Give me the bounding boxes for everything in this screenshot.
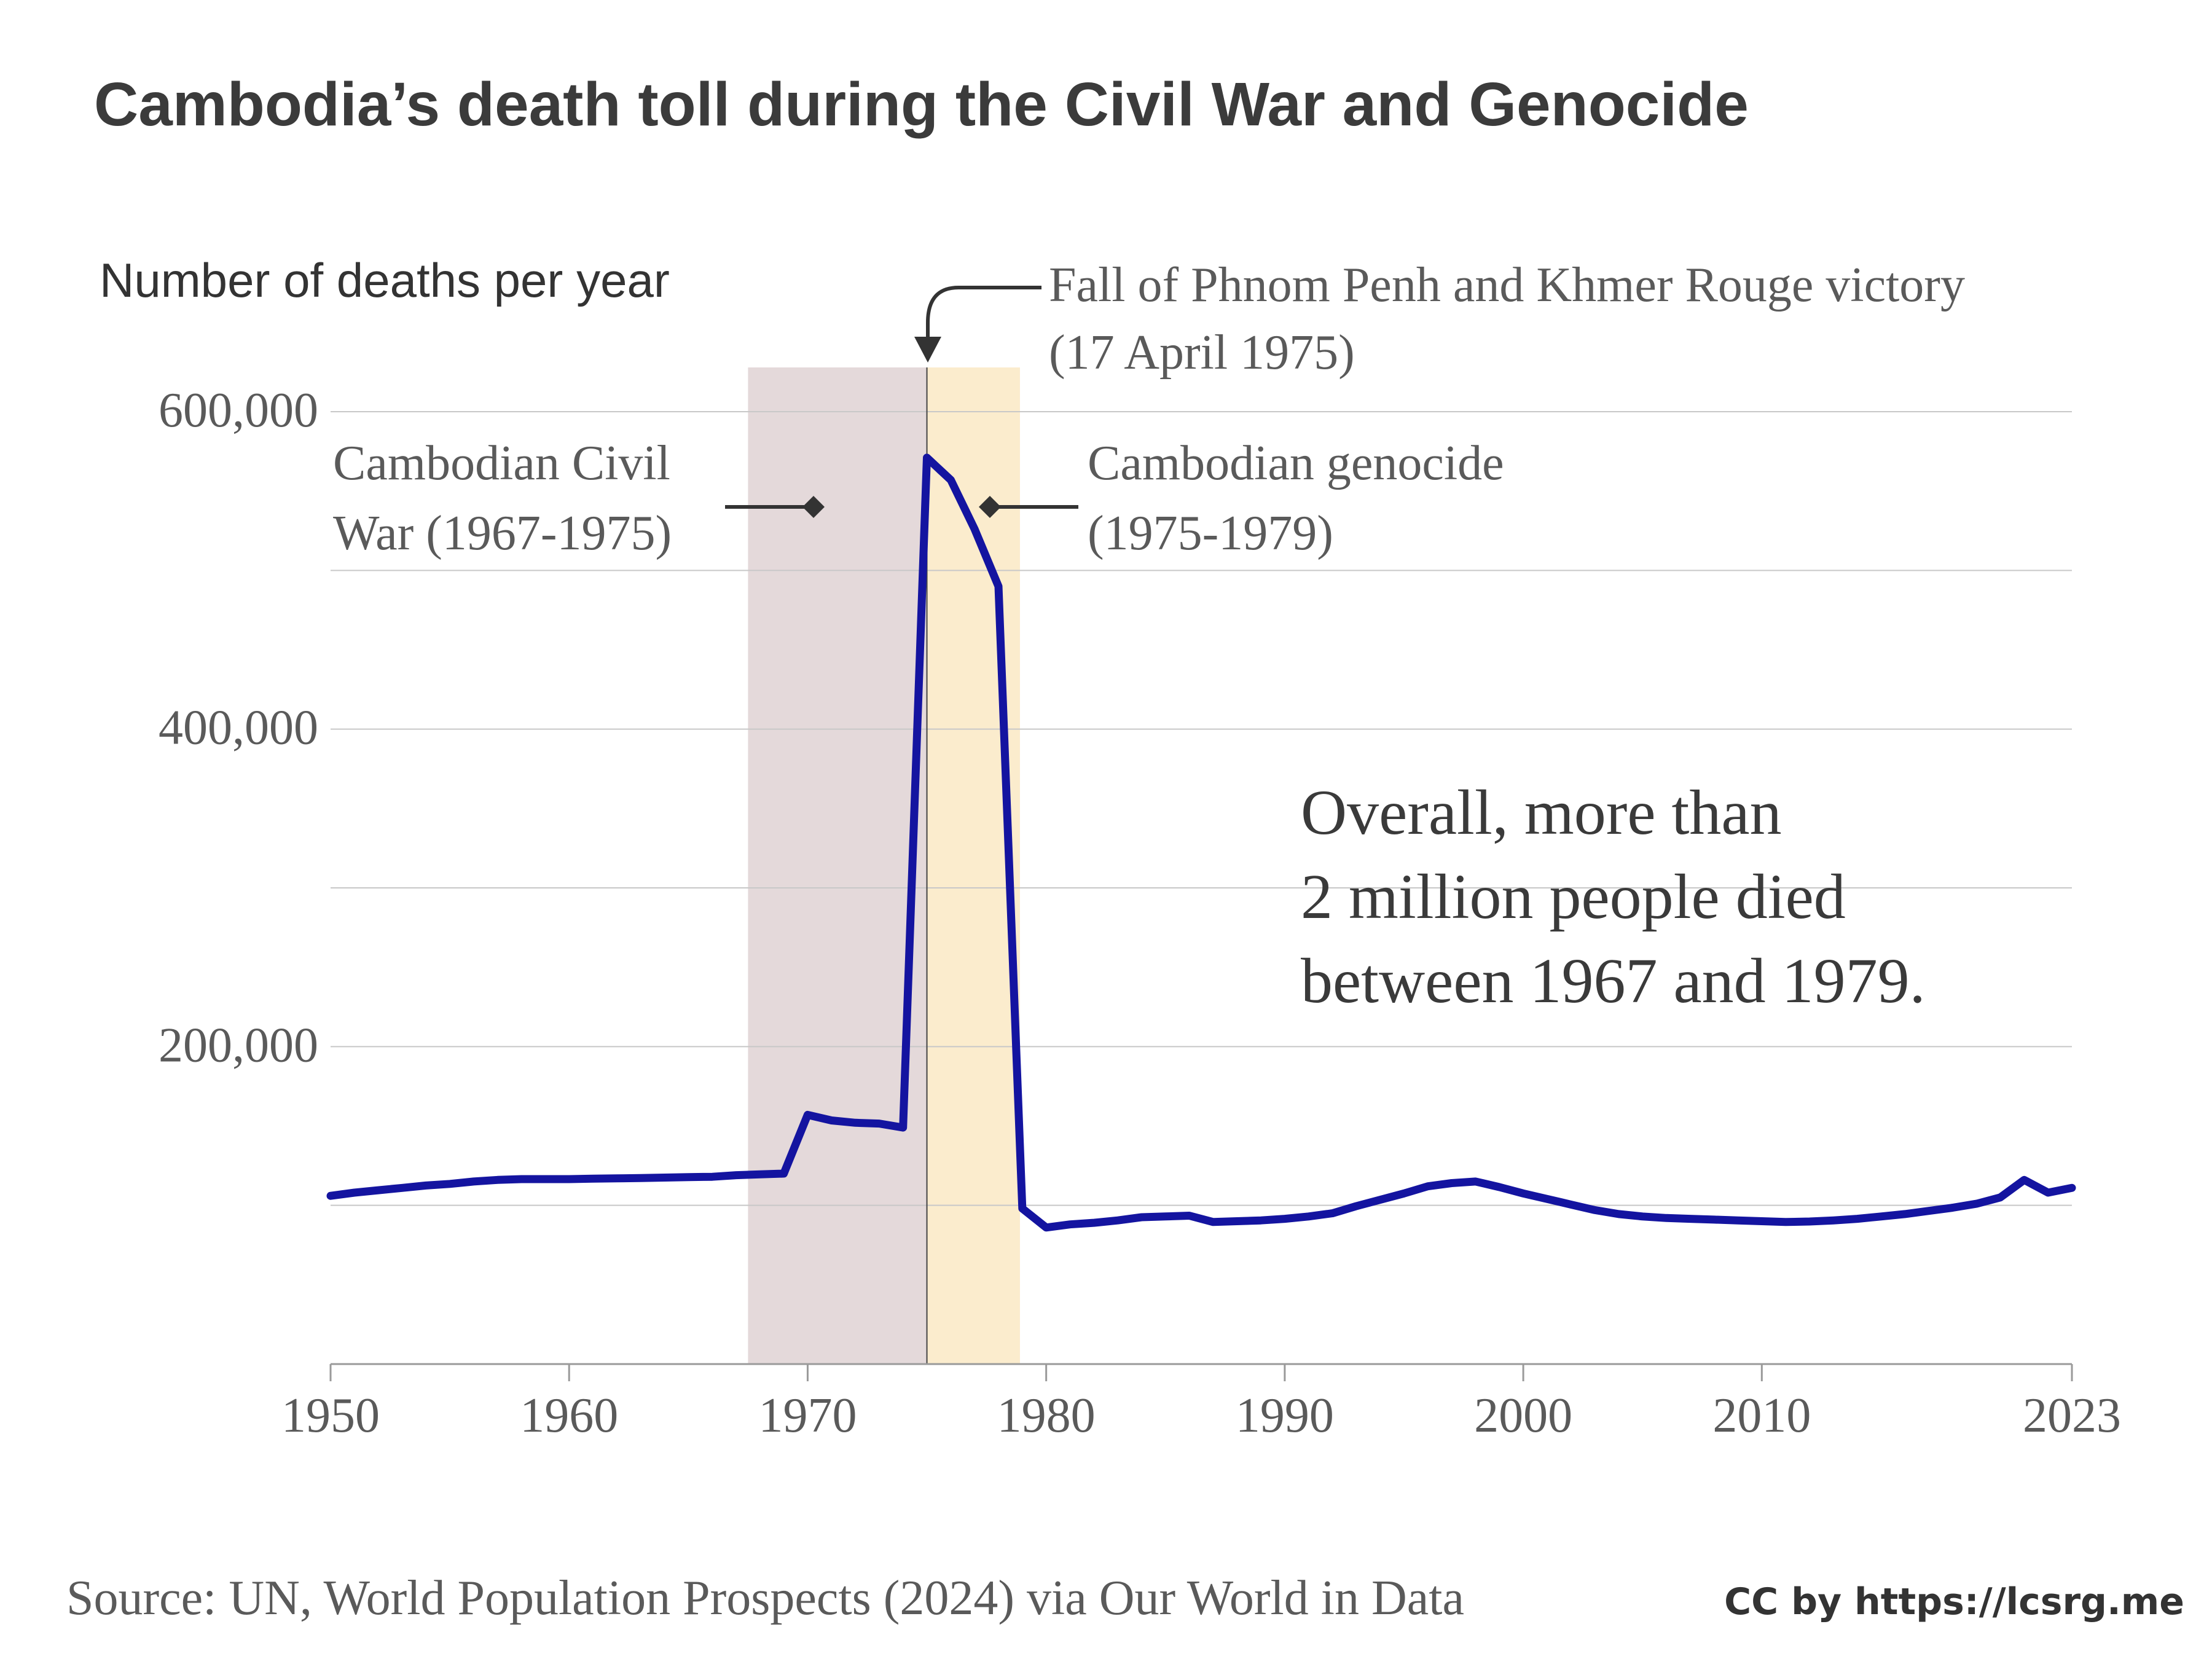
- y-tick-label: 200,000: [159, 1018, 318, 1072]
- chart-title: Cambodia’s death toll during the Civil W…: [94, 70, 1749, 139]
- gridlines: [331, 411, 2072, 1206]
- fall-arrow-line: [926, 286, 1041, 341]
- y-tick-label: 600,000: [159, 383, 318, 437]
- y-axis-label: Number of deaths per year: [100, 253, 670, 307]
- genocide-label-line1: Cambodian genocide: [1088, 436, 1504, 490]
- summary-line2: 2 million people died: [1301, 861, 1846, 932]
- shaded-period-civil-war: [748, 367, 927, 1364]
- x-tick-label: 2010: [1712, 1389, 1811, 1443]
- y-axis-ticks: 200,000 400,000 600,000: [159, 383, 318, 1072]
- x-axis-ticks: 1950 1960 1970 1980 1990 2000 2010 2023: [281, 1364, 2121, 1443]
- x-tick-label: 1990: [1236, 1389, 1334, 1443]
- civil-war-annotation: Cambodian Civil War (1967-1975): [333, 436, 825, 560]
- x-tick-label: 2000: [1474, 1389, 1572, 1443]
- summary-line1: Overall, more than: [1301, 777, 1782, 848]
- credit-link[interactable]: CC by https://lcsrg.me: [1724, 1580, 2184, 1623]
- civil-war-label-line2: War (1967-1975): [333, 506, 672, 560]
- x-tick-label: 1950: [281, 1389, 380, 1443]
- summary-annotation: Overall, more than 2 million people died…: [1301, 777, 1926, 1016]
- shaded-periods: [748, 367, 1020, 1364]
- genocide-annotation: Cambodian genocide (1975-1979): [979, 436, 1504, 560]
- fall-annotation: Fall of Phnom Penh and Khmer Rouge victo…: [914, 258, 1965, 380]
- genocide-label-line2: (1975-1979): [1088, 506, 1333, 560]
- x-tick-label: 1980: [997, 1389, 1096, 1443]
- civil-war-label-line1: Cambodian Civil: [333, 436, 670, 490]
- summary-line3: between 1967 and 1979.: [1301, 946, 1926, 1016]
- x-tick-label: 1970: [758, 1389, 857, 1443]
- fall-label-line1: Fall of Phnom Penh and Khmer Rouge victo…: [1049, 258, 1965, 312]
- source-note: Source: UN, World Population Prospects (…: [66, 1571, 1464, 1625]
- civil-war-pointer-diamond: [802, 496, 825, 518]
- x-tick-label: 2023: [2023, 1389, 2121, 1443]
- x-tick-label: 1960: [520, 1389, 618, 1443]
- series-line-deaths: [326, 453, 2076, 1232]
- fall-arrow-head: [914, 337, 941, 363]
- y-tick-label: 400,000: [159, 701, 318, 755]
- fall-label-line2: (17 April 1975): [1049, 326, 1355, 380]
- genocide-pointer-diamond: [979, 496, 1001, 518]
